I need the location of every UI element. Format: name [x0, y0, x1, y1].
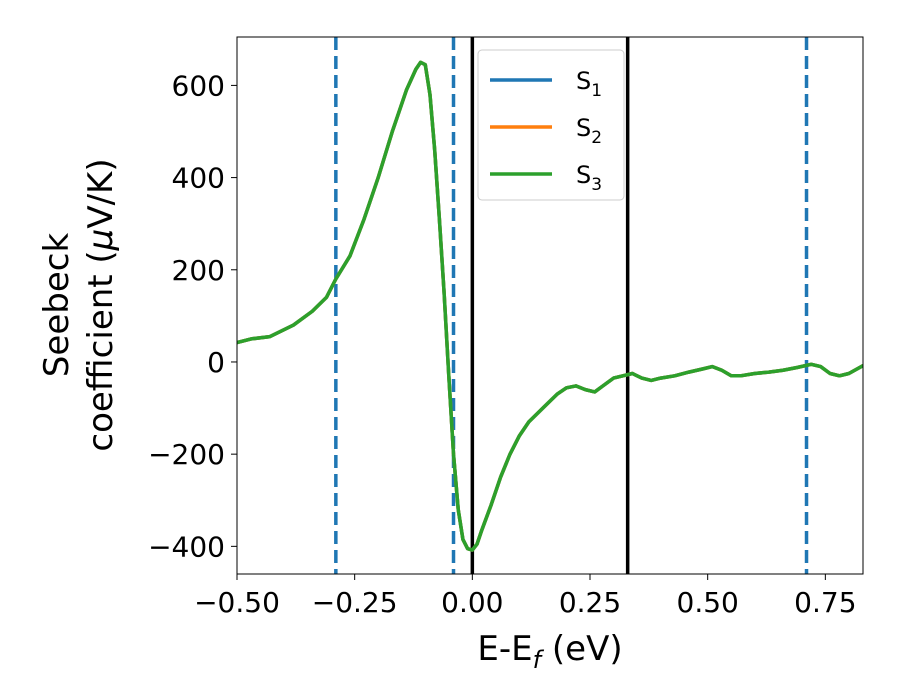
x-tick-label: 0.50: [677, 586, 739, 619]
legend-label: S3: [576, 161, 602, 195]
x-tick-label: 0.00: [441, 586, 503, 619]
x-axis-label: E-Ef (eV): [477, 629, 622, 674]
vertical-lines: [334, 37, 809, 574]
y-tick-label: 400: [172, 162, 225, 195]
x-tick-label: 0.25: [559, 586, 621, 619]
y-tick-label: −400: [148, 530, 225, 563]
x-tick-label: −0.50: [194, 586, 280, 619]
series-lines: [237, 60, 863, 552]
x-tick-label: 0.75: [794, 586, 856, 619]
y-axis-ticks: −400 −200 0 200 400 600: [148, 69, 237, 563]
legend-label: S1: [576, 67, 602, 101]
plot-frame: [236, 36, 864, 575]
series-line-s3: [237, 60, 863, 552]
y-tick-label: 600: [172, 69, 225, 102]
x-axis-ticks: −0.50 −0.25 0.00 0.25 0.50 0.75: [194, 574, 857, 619]
x-tick-label: −0.25: [312, 586, 398, 619]
y-tick-label: −200: [148, 438, 225, 471]
legend: S1 S2 S3: [477, 49, 625, 201]
legend-label: S2: [576, 114, 602, 148]
y-axis-label-line1: Seebeck: [37, 233, 77, 378]
y-tick-label: 200: [172, 254, 225, 287]
legend-box: [477, 49, 625, 201]
y-axis-label-line2: coefficient (μV/K): [81, 158, 121, 451]
y-tick-label: 0: [207, 346, 225, 379]
